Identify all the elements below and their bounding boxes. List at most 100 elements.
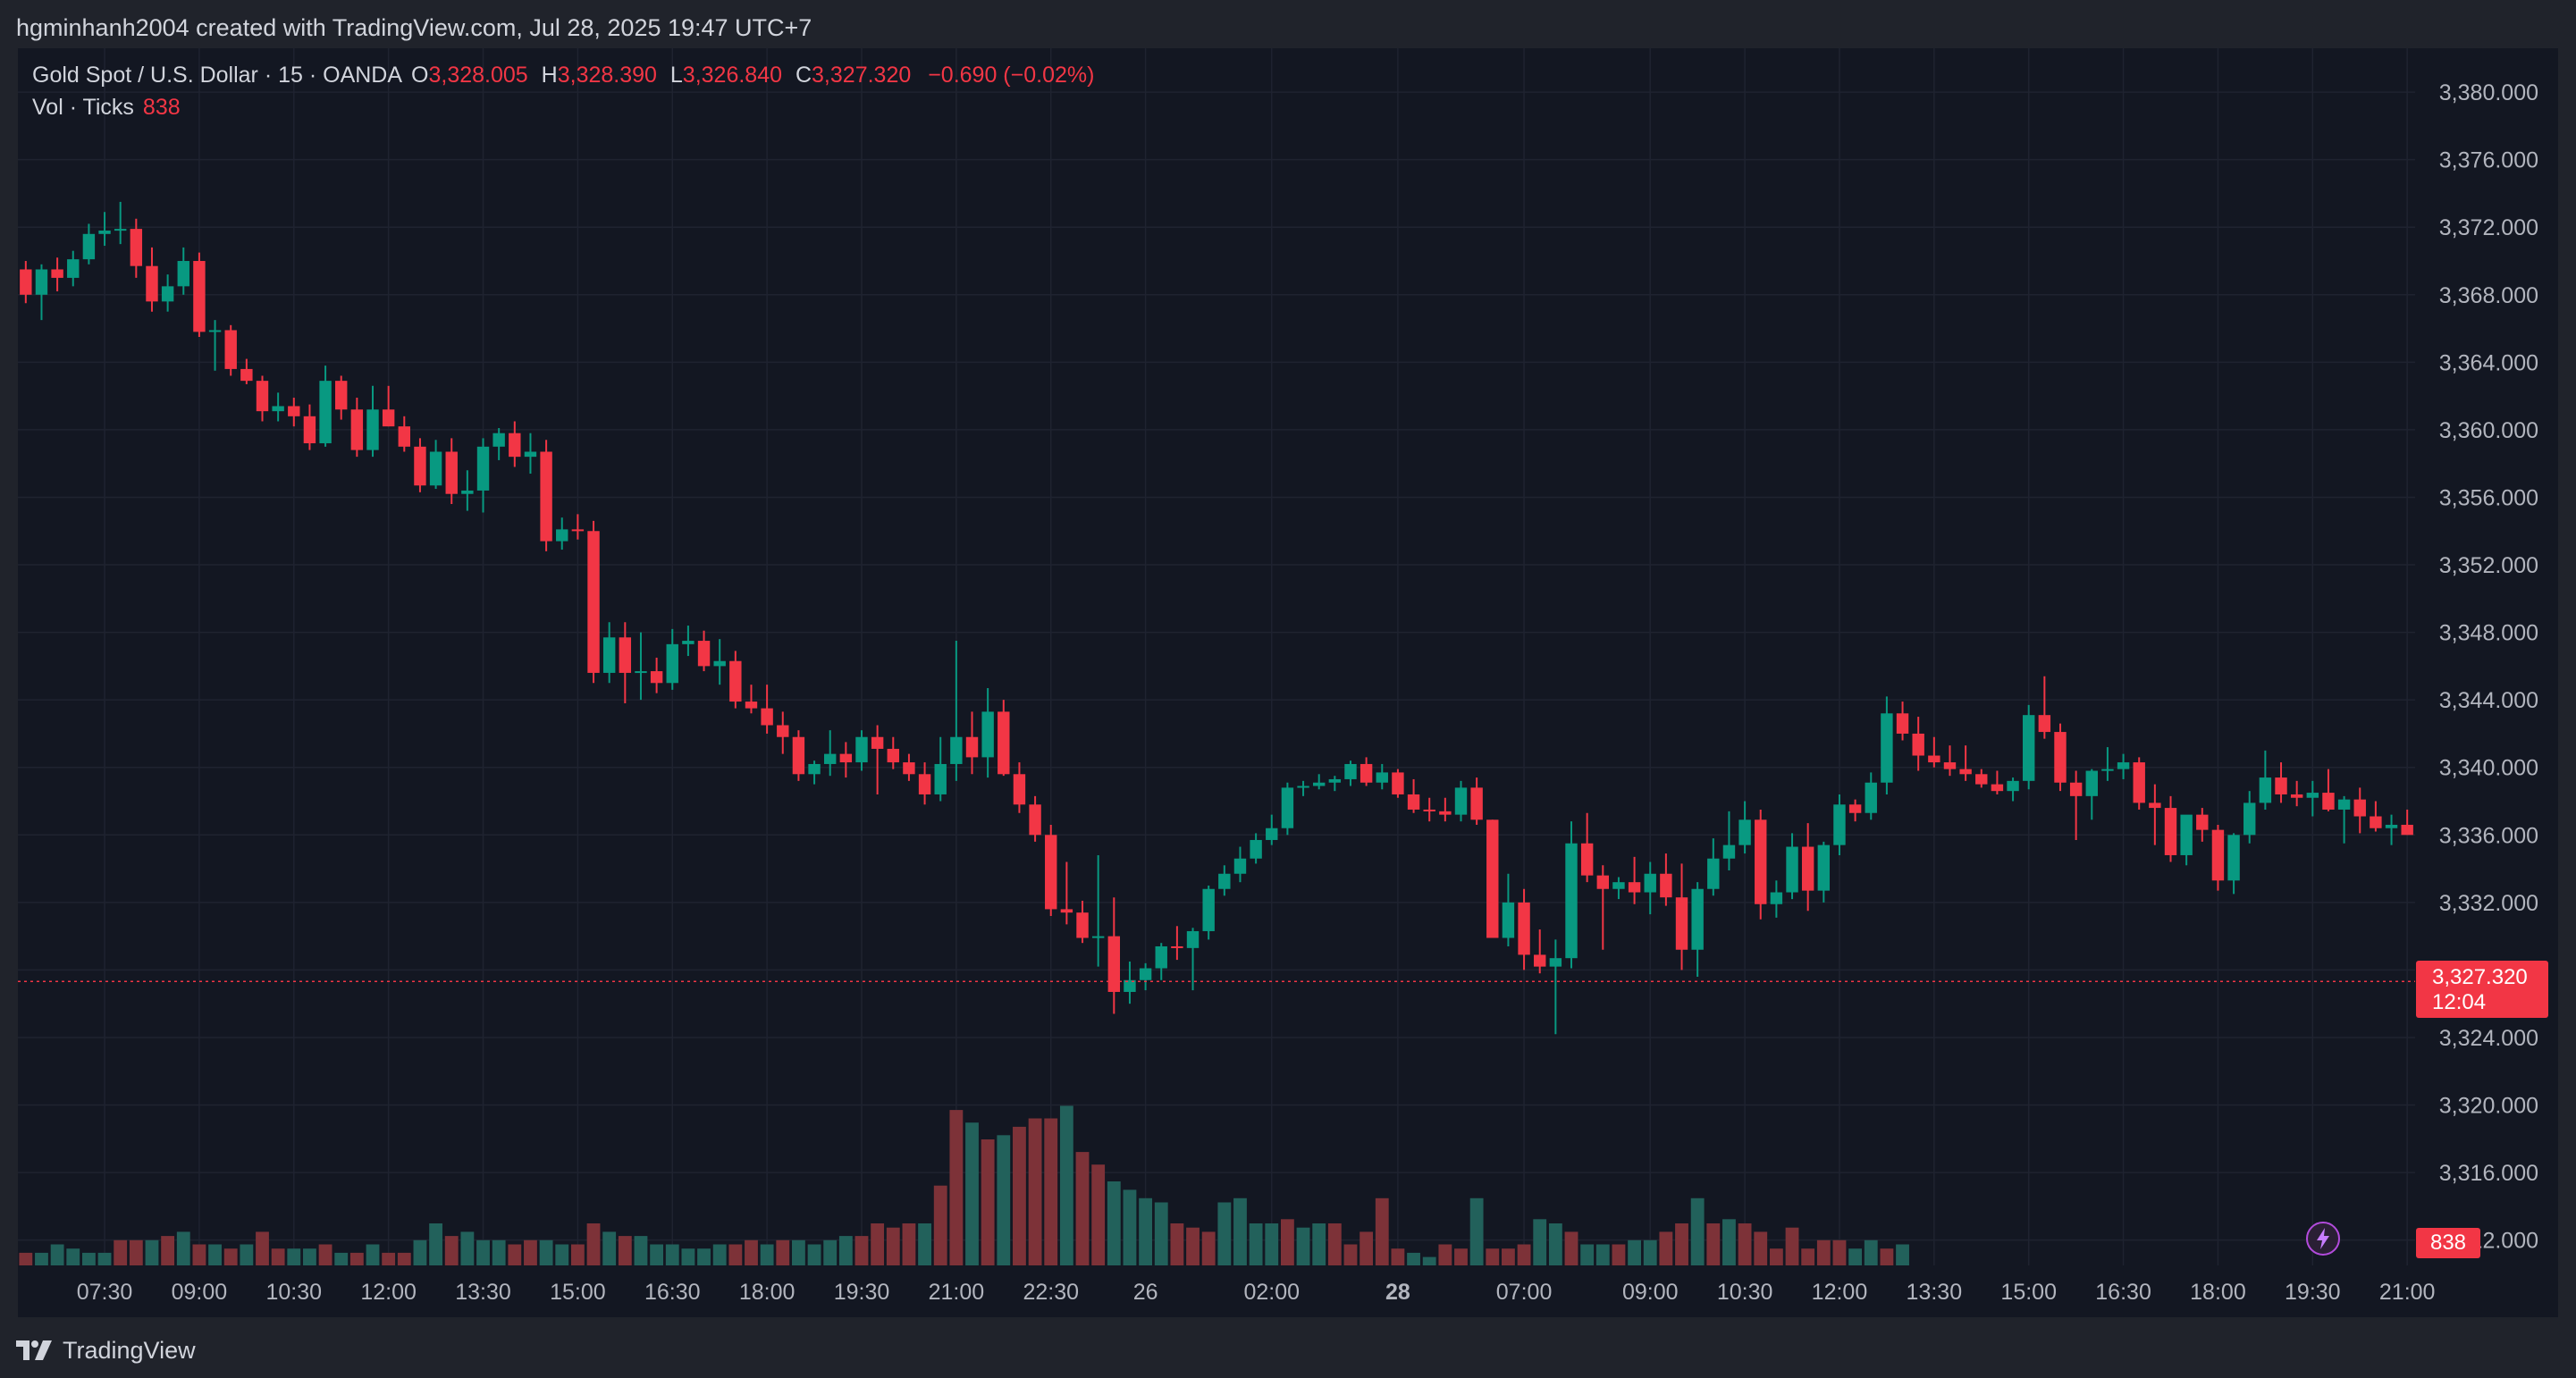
volume-bar — [1675, 1223, 1688, 1265]
candle-body — [2196, 814, 2209, 830]
candle-body — [240, 368, 253, 382]
candle-body — [429, 451, 442, 486]
chart-frame-right — [2558, 48, 2576, 1317]
volume-bar — [492, 1239, 506, 1265]
candle-body — [2322, 793, 2335, 810]
volume-bar — [19, 1252, 33, 1265]
price-tick-label: 3,332.000 — [2439, 891, 2538, 916]
candle-body — [2180, 814, 2193, 855]
volume-bar — [429, 1223, 442, 1265]
volume-bar — [1233, 1197, 1247, 1265]
volume-bar — [1612, 1244, 1626, 1265]
candle-body — [2022, 715, 2035, 781]
candle-body — [2133, 762, 2145, 803]
footer-brand[interactable]: TradingView — [16, 1337, 196, 1364]
volume-bar — [1327, 1223, 1342, 1265]
candle-body — [1755, 819, 1767, 904]
volume-bar — [760, 1244, 774, 1265]
volume-bar — [97, 1252, 112, 1265]
volume-bar — [223, 1248, 238, 1265]
candle-body — [1959, 769, 1972, 775]
low-value: 3,326.840 — [682, 63, 783, 88]
open-key: O — [411, 63, 429, 88]
volume-bar — [1738, 1223, 1752, 1265]
candle-body — [2101, 769, 2114, 771]
candle-body — [871, 736, 884, 749]
volume-bar — [349, 1252, 364, 1265]
volume-bar — [1028, 1118, 1042, 1265]
candle-body — [2275, 777, 2287, 794]
lightning-icon[interactable] — [2306, 1222, 2340, 1256]
volume-bar — [1107, 1181, 1121, 1265]
price-tick-label: 3,364.000 — [2439, 350, 2538, 375]
price-tick-label: 3,336.000 — [2439, 823, 2538, 848]
candle-body — [2401, 824, 2413, 836]
candle-body — [1233, 858, 1247, 874]
volume-bar — [1722, 1219, 1736, 1265]
volume-bar — [933, 1185, 947, 1265]
candle-body — [1250, 839, 1262, 859]
candle-body — [366, 409, 379, 450]
candle-body — [1328, 778, 1342, 783]
candlesticks — [20, 201, 2508, 1035]
volume-bar — [50, 1244, 64, 1265]
candle-body — [1549, 958, 1562, 967]
time-tick-label: 28 — [1385, 1280, 1410, 1305]
candle-body — [1848, 804, 1862, 813]
candle-body — [382, 409, 395, 427]
volume-bar — [902, 1223, 916, 1265]
time-tick-label: 13:30 — [1907, 1280, 1963, 1305]
volume-bar — [114, 1239, 128, 1265]
time-tick-label: 18:00 — [739, 1280, 796, 1305]
candle-body — [1518, 902, 1530, 955]
volume-bar — [602, 1231, 617, 1265]
price-tick-label: 3,348.000 — [2439, 621, 2538, 646]
candle-body — [602, 637, 616, 673]
time-tick-label: 19:30 — [834, 1280, 890, 1305]
candle-body — [1376, 772, 1388, 783]
candle-body — [1297, 786, 1309, 788]
chart-frame-left — [0, 48, 18, 1317]
candle-body — [1770, 892, 1783, 904]
candle-body — [1171, 945, 1183, 948]
time-tick-label: 12:00 — [1812, 1280, 1868, 1305]
candle-body — [1502, 902, 1515, 938]
candle-body — [2117, 762, 2130, 769]
candle-body — [319, 381, 332, 444]
volume-bar — [1217, 1202, 1232, 1265]
volume-bar — [555, 1244, 569, 1265]
symbol-label[interactable]: Gold Spot / U.S. Dollar · 15 · OANDA — [32, 63, 403, 88]
candle-body — [398, 426, 411, 447]
volume-bar — [318, 1244, 333, 1265]
candle-body — [1013, 774, 1026, 805]
volume-bar — [1438, 1244, 1452, 1265]
volume-bar — [1139, 1197, 1153, 1265]
candle-body — [2259, 777, 2272, 803]
time-tick-label: 21:00 — [2379, 1280, 2436, 1305]
volume-bar — [1469, 1197, 1484, 1265]
volume-bar — [1864, 1239, 1878, 1265]
volume-bar — [1407, 1252, 1420, 1265]
candle-body — [1628, 882, 1641, 893]
candle-body — [981, 711, 994, 758]
candle-body — [1801, 846, 1814, 891]
candle-body — [461, 490, 474, 494]
open-value: 3,328.005 — [428, 63, 528, 88]
candle-body — [1991, 784, 2004, 792]
volume-bar — [1643, 1239, 1657, 1265]
candle-body — [635, 671, 647, 674]
volume-bar — [1580, 1244, 1595, 1265]
volume-label[interactable]: Vol · Ticks — [32, 95, 134, 120]
price-tick-label: 3,352.000 — [2439, 553, 2538, 578]
volume-bar — [208, 1244, 222, 1265]
candle-body — [761, 708, 773, 726]
candle-body — [1943, 762, 1957, 769]
volume-bar — [1816, 1239, 1831, 1265]
volume-bar — [1249, 1223, 1263, 1265]
candle-body — [82, 233, 96, 260]
candle-body — [1076, 912, 1089, 938]
candle-body — [950, 736, 963, 764]
volume-bar — [1391, 1248, 1405, 1265]
volume-bar — [397, 1252, 411, 1265]
